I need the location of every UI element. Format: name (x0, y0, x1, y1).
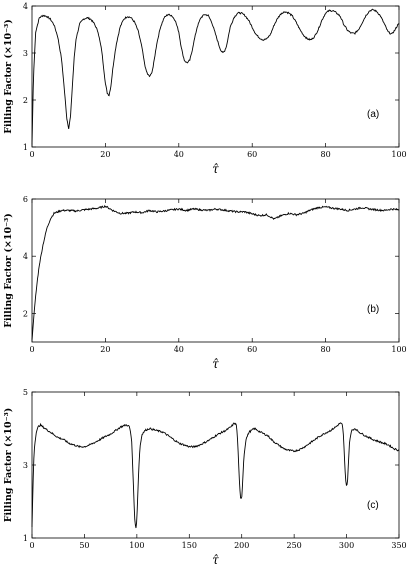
plot-frame (31, 198, 400, 343)
y-tick-label: 2 (23, 309, 28, 318)
x-tick-label: 0 (29, 150, 34, 159)
x-tick-label: 200 (234, 541, 249, 550)
x-tick-label: 80 (321, 150, 331, 159)
x-tick-label: 100 (391, 150, 406, 159)
plot-frame (31, 5, 400, 148)
y-axis-label: Filling Factor (×10⁻³) (3, 408, 14, 523)
panel-label: (b) (367, 304, 379, 315)
x-tick-label: 60 (247, 150, 257, 159)
x-tick-label: 20 (100, 150, 110, 159)
y-tick-label: 3 (23, 49, 28, 58)
panel-label: (c) (367, 500, 379, 511)
y-axis-label: Filling Factor (×10⁻³) (3, 213, 14, 328)
x-tick-label: 250 (287, 541, 302, 550)
x-tick-label: 100 (391, 345, 406, 354)
series-line (31, 422, 400, 529)
x-tick-label: 50 (79, 541, 89, 550)
chart-panel-c: 0 50 100 150 200 250 300 350 1 3 5 (c) Filling Facto… (3, 388, 407, 566)
x-axis-label: τ̂ (212, 162, 219, 176)
chart-panel-b: 0 20 40 60 80 100 2 4 6 (b) Filling Factor (×10⁻³)… (3, 195, 407, 371)
x-tick-label: 40 (174, 345, 184, 354)
y-tick-label: 4 (23, 2, 28, 11)
x-tick-label: 100 (129, 541, 144, 550)
x-tick-label: 0 (29, 541, 34, 550)
y-tick-label: 4 (23, 252, 28, 261)
x-tick-label: 20 (100, 345, 110, 354)
y-tick-label: 3 (23, 461, 28, 470)
y-tick-label: 1 (23, 534, 28, 543)
x-tick-label: 60 (247, 345, 257, 354)
x-tick-label: 150 (182, 541, 197, 550)
x-tick-label: 80 (321, 345, 331, 354)
x-axis-label: τ̂ (212, 357, 219, 371)
y-tick-label: 5 (23, 388, 28, 397)
chart-panel-a: 0 20 40 60 80 100 1 2 3 4 (a) Filling Factor (×10⁻³… (3, 2, 407, 176)
y-axis-label: Filling Factor (×10⁻³) (3, 19, 14, 134)
x-tick-label: 350 (391, 541, 406, 550)
y-tick-label: 2 (23, 96, 28, 105)
x-tick-label: 300 (339, 541, 354, 550)
x-tick-label: 0 (29, 345, 34, 354)
series-line (31, 204, 400, 341)
plot-frame (31, 391, 400, 539)
panel-label: (a) (367, 109, 379, 120)
x-axis-label: τ̂ (212, 553, 219, 566)
y-tick-label: 6 (23, 195, 28, 204)
series-line (31, 8, 400, 145)
x-tick-label: 40 (174, 150, 184, 159)
y-tick-label: 1 (23, 143, 28, 152)
